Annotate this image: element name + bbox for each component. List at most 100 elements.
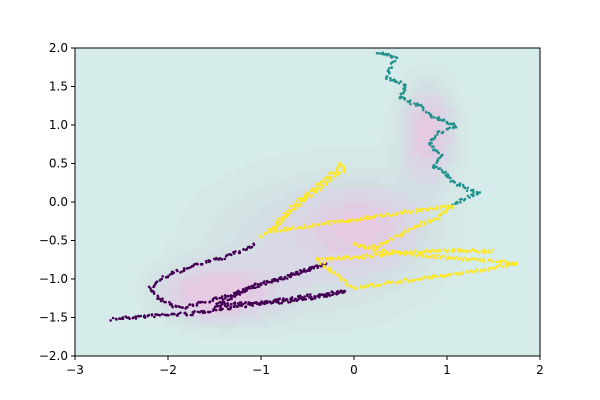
contour-cell [250, 128, 256, 134]
contour-cell [75, 118, 81, 124]
contour-cell [90, 128, 96, 134]
contour-cell [215, 313, 221, 319]
contour-cell [85, 153, 91, 159]
contour-cell [310, 183, 316, 189]
contour-cell [455, 108, 461, 114]
contour-cell [450, 293, 456, 299]
contour-cell [370, 78, 376, 84]
contour-cell [455, 238, 461, 244]
contour-cell [180, 108, 186, 114]
contour-cell [170, 58, 176, 64]
contour-cell [105, 198, 111, 204]
contour-cell [385, 188, 391, 194]
contour-cell [420, 183, 426, 189]
contour-cell [390, 143, 396, 149]
contour-cell [255, 218, 261, 224]
contour-cell [300, 193, 306, 199]
contour-cell [110, 113, 116, 119]
contour-cell [290, 263, 296, 269]
contour-cell [390, 308, 396, 314]
contour-cell [165, 163, 171, 169]
contour-cell [395, 183, 401, 189]
contour-cell [175, 83, 181, 89]
contour-cell [450, 308, 456, 314]
contour-cell [365, 223, 371, 229]
contour-cell [330, 158, 336, 164]
contour-cell [285, 123, 291, 129]
contour-cell [250, 278, 256, 284]
contour-cell [165, 193, 171, 199]
contour-cell [330, 153, 336, 159]
contour-cell [255, 98, 261, 104]
contour-cell [400, 238, 406, 244]
contour-cell [240, 58, 246, 64]
contour-cell [375, 268, 381, 274]
contour-cell [430, 268, 436, 274]
contour-cell [425, 178, 431, 184]
contour-cell [165, 203, 171, 209]
contour-cell [335, 78, 341, 84]
contour-cell [80, 323, 86, 329]
contour-cell [295, 308, 301, 314]
contour-cell [355, 88, 361, 94]
contour-cell [385, 78, 391, 84]
contour-cell [295, 48, 301, 54]
contour-cell [360, 198, 366, 204]
contour-cell [85, 178, 91, 184]
contour-cell [85, 323, 91, 329]
contour-cell [130, 333, 136, 339]
contour-cell [90, 293, 96, 299]
contour-cell [415, 283, 421, 289]
contour-cell [90, 318, 96, 324]
contour-cell [345, 138, 351, 144]
contour-cell [90, 88, 96, 94]
contour-cell [425, 288, 431, 294]
contour-cell [365, 208, 371, 214]
contour-cell [445, 328, 451, 334]
contour-cell [220, 83, 226, 89]
contour-cell [235, 283, 241, 289]
contour-cell [380, 163, 386, 169]
contour-cell [240, 108, 246, 114]
contour-cell [200, 168, 206, 174]
contour-cell [375, 93, 381, 99]
contour-cell [450, 103, 456, 109]
contour-cell [265, 268, 271, 274]
contour-cell [130, 318, 136, 324]
contour-cell [385, 98, 391, 104]
contour-cell [455, 223, 461, 229]
contour-cell [395, 158, 401, 164]
contour-cell [195, 213, 201, 219]
contour-cell [80, 218, 86, 224]
contour-cell [410, 93, 416, 99]
contour-cell [410, 83, 416, 89]
contour-cell [135, 93, 141, 99]
contour-cell [165, 63, 171, 69]
contour-cell [150, 148, 156, 154]
contour-cell [285, 83, 291, 89]
contour-cell [415, 198, 421, 204]
contour-cell [155, 193, 161, 199]
contour-cell [420, 298, 426, 304]
contour-cell [340, 78, 346, 84]
contour-cell [470, 178, 476, 184]
contour-cell [410, 193, 416, 199]
contour-cell [155, 58, 161, 64]
contour-cell [365, 328, 371, 334]
contour-cell [430, 73, 436, 79]
contour-cell [260, 253, 266, 259]
contour-cell [365, 333, 371, 339]
contour-cell [200, 283, 206, 289]
contour-cell [165, 208, 171, 214]
contour-cell [185, 348, 191, 354]
contour-cell [250, 118, 256, 124]
contour-cell [285, 113, 291, 119]
contour-cell [265, 148, 271, 154]
contour-cell [330, 353, 336, 356]
contour-cell [240, 203, 246, 209]
contour-cell [225, 108, 231, 114]
contour-cell [245, 223, 251, 229]
contour-cell [220, 108, 226, 114]
contour-cell [340, 48, 346, 54]
contour-cell [230, 148, 236, 154]
